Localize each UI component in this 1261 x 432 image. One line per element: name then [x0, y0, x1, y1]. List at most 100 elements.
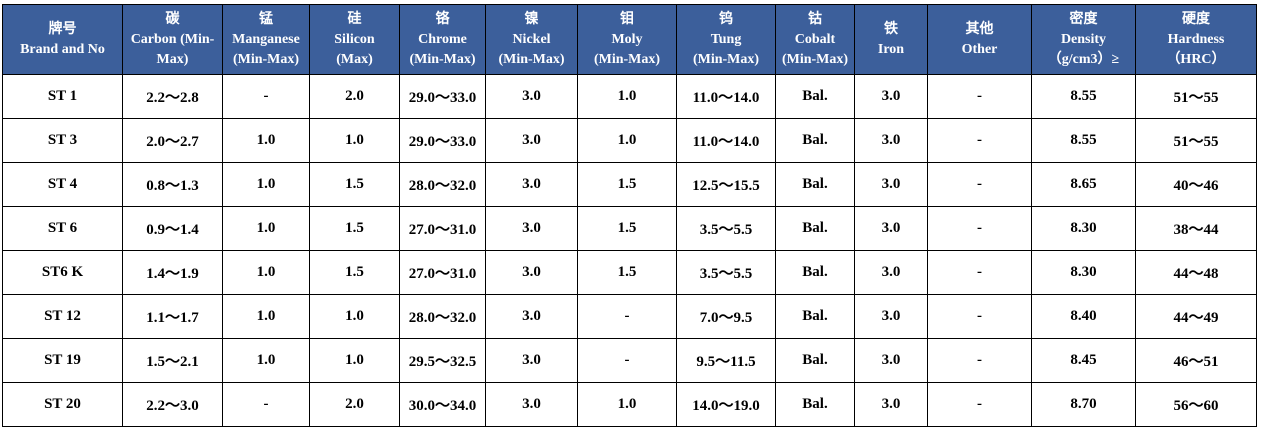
brand-cell: ST 4 — [2, 162, 123, 207]
tung-cell: 14.0～19.0 — [676, 382, 776, 427]
header-line: Carbon (Min- — [130, 31, 215, 47]
density-cell: 8.45 — [1031, 338, 1136, 383]
header-line: Manganese — [232, 31, 300, 47]
header-line: 硬度 — [1182, 11, 1210, 27]
moly-cell: 1.5 — [577, 206, 677, 251]
moly-cell: 1.0 — [577, 118, 677, 163]
brand-cell: ST6 K — [2, 250, 123, 295]
header-line: Other — [961, 41, 998, 57]
manganese-cell: 1.0 — [222, 338, 310, 383]
carbon-cell: 2.2～3.0 — [122, 382, 223, 427]
nickel-cell: 3.0 — [485, 338, 578, 383]
silicon-cell: 1.5 — [309, 250, 400, 295]
nickel-cell: 3.0 — [485, 74, 578, 119]
chrome-cell: 30.0～34.0 — [399, 382, 486, 427]
carbon-cell: 2.2～2.8 — [122, 74, 223, 119]
carbon-cell: 0.8～1.3 — [122, 162, 223, 207]
header-line: Hardness — [1167, 31, 1225, 47]
table-row: ST 12 1.1～1.7 1.0 1.0 28.0～32.0 3.0-7.0～9.5 Ba… — [2, 294, 1257, 339]
manganese-cell: 1.0 — [222, 250, 310, 295]
moly-header: 钼 Moly (Min-Max) — [577, 4, 677, 75]
cobalt-cell: Bal. — [775, 206, 855, 251]
hardness-cell: 44～48 — [1135, 250, 1257, 295]
cobalt-cell: Bal. — [775, 382, 855, 427]
header-line: (Min-Max) — [781, 51, 849, 67]
moly-cell: 1.0 — [577, 382, 677, 427]
tung-cell: 3.5～5.5 — [676, 250, 776, 295]
header-line: Cobalt — [794, 31, 836, 47]
moly-cell: 1.5 — [577, 162, 677, 207]
manganese-cell: 1.0 — [222, 118, 310, 163]
header-line: (Min-Max) — [232, 51, 300, 67]
carbon-cell: 1.4～1.9 — [122, 250, 223, 295]
tung-cell: 9.5～11.5 — [676, 338, 776, 383]
density-cell: 8.40 — [1031, 294, 1136, 339]
header-line: 牌号 — [48, 21, 77, 37]
header-line: Tung — [710, 31, 742, 47]
alloy-spec-table: 牌号 Brand and No 碳 Carbon (Min- Max) 锰 Manganes… — [2, 4, 1257, 427]
header-line: (Min-Max) — [498, 51, 565, 67]
nickel-cell: 3.0 — [485, 118, 578, 163]
header-line: 钼 — [620, 11, 634, 27]
nickel-cell: 3.0 — [485, 250, 578, 295]
silicon-cell: 2.0 — [309, 382, 400, 427]
silicon-cell: 1.0 — [309, 294, 400, 339]
alloy-spec-table-container: 牌号 Brand and No 碳 Carbon (Min- Max) 锰 Manganes… — [2, 4, 1257, 427]
chrome-cell: 29.0～33.0 — [399, 74, 486, 119]
manganese-cell: - — [222, 382, 310, 427]
brand-cell: ST 6 — [2, 206, 123, 251]
brand-cell: ST 19 — [2, 338, 123, 383]
carbon-cell: 1.5～2.1 — [122, 338, 223, 383]
hardness-cell: 51～55 — [1135, 74, 1257, 119]
manganese-cell: 1.0 — [222, 162, 310, 207]
table-row: ST 6 0.9～1.4 1.0 1.5 27.0～31.0 3.0 1.5 3.5～5.5 B… — [2, 206, 1257, 251]
silicon-cell: 1.5 — [309, 162, 400, 207]
carbon-cell: 0.9～1.4 — [122, 206, 223, 251]
header-line: Chrome — [418, 31, 467, 47]
other-header: 其他 Other — [927, 4, 1032, 75]
nickel-header: 镍 Nickel (Min-Max) — [485, 4, 578, 75]
header-line: 钨 — [719, 11, 733, 27]
header-line: (Min-Max) — [409, 51, 476, 67]
moly-cell: 1.0 — [577, 74, 677, 119]
table-row: ST6 K 1.4～1.9 1.0 1.5 27.0～31.0 3.0 1.5 3.5～5.5… — [2, 250, 1257, 295]
other-cell: - — [927, 250, 1032, 295]
manganese-header: 锰 Manganese (Min-Max) — [222, 4, 310, 75]
brand-header: 牌号 Brand and No — [2, 4, 123, 75]
header-line: (Min-Max) — [593, 51, 661, 67]
cobalt-cell: Bal. — [775, 118, 855, 163]
header-line: Nickel — [512, 31, 551, 47]
silicon-cell: 1.0 — [309, 118, 400, 163]
tung-cell: 11.0～14.0 — [676, 118, 776, 163]
other-cell: - — [927, 206, 1032, 251]
manganese-cell: - — [222, 74, 310, 119]
chrome-cell: 28.0～32.0 — [399, 162, 486, 207]
other-cell: - — [927, 74, 1032, 119]
hardness-cell: 51～55 — [1135, 118, 1257, 163]
table-row: ST 3 2.0～2.7 1.0 1.0 29.0～33.0 3.0 1.0 11.0～14.… — [2, 118, 1257, 163]
chrome-cell: 28.0～32.0 — [399, 294, 486, 339]
brand-cell: ST 20 — [2, 382, 123, 427]
density-header: 密度 Density （g/cm3）≥ — [1031, 4, 1136, 75]
iron-header: 铁 Iron — [854, 4, 928, 75]
cobalt-cell: Bal. — [775, 162, 855, 207]
chrome-cell: 27.0～31.0 — [399, 250, 486, 295]
header-line: 硅 — [347, 11, 362, 27]
manganese-cell: 1.0 — [222, 294, 310, 339]
density-cell: 8.55 — [1031, 118, 1136, 163]
iron-cell: 3.0 — [854, 206, 928, 251]
header-line: Brand and No — [20, 41, 105, 57]
header-line: 其他 — [965, 21, 994, 37]
hardness-header: 硬度 Hardness （HRC） — [1135, 4, 1257, 75]
iron-cell: 3.0 — [854, 118, 928, 163]
cobalt-cell: Bal. — [775, 338, 855, 383]
density-cell: 8.30 — [1031, 206, 1136, 251]
table-row: ST 20 2.2～3.0-2.0 30.0～34.0 3.0 1.0 14.0～19.0… — [2, 382, 1257, 427]
hardness-cell: 46～51 — [1135, 338, 1257, 383]
cobalt-cell: Bal. — [775, 294, 855, 339]
iron-cell: 3.0 — [854, 382, 928, 427]
header-line: 碳 — [165, 11, 180, 27]
header-line: (Min-Max) — [692, 51, 760, 67]
hardness-cell: 38～44 — [1135, 206, 1257, 251]
carbon-cell: 2.0～2.7 — [122, 118, 223, 163]
